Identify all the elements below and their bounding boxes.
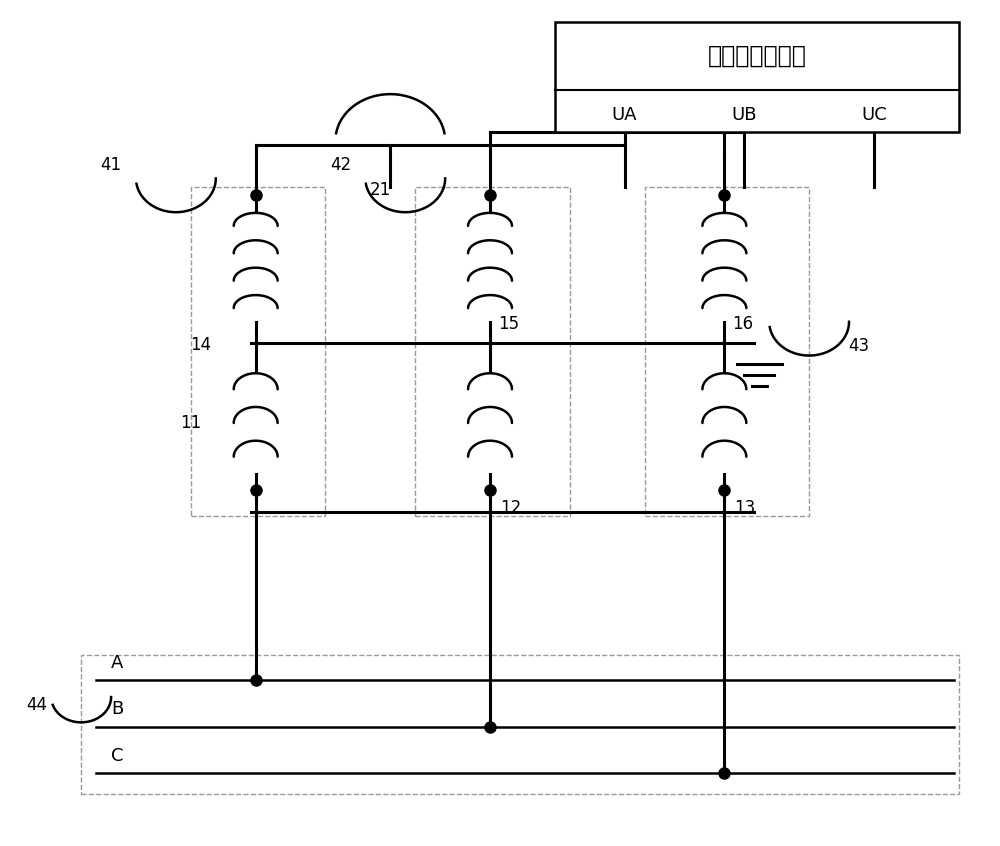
- Text: UA: UA: [612, 107, 637, 124]
- Bar: [645, 187, 809, 516]
- Text: 13: 13: [734, 499, 756, 517]
- Text: 15: 15: [498, 315, 519, 332]
- Bar: [555, 23, 959, 132]
- Text: C: C: [111, 746, 124, 765]
- Text: 44: 44: [26, 695, 47, 714]
- Bar: [415, 187, 570, 516]
- Text: 21: 21: [370, 181, 391, 200]
- Text: 41: 41: [101, 156, 122, 174]
- Bar: [81, 655, 959, 794]
- Text: A: A: [111, 654, 123, 672]
- Text: 14: 14: [190, 336, 211, 354]
- Text: B: B: [111, 700, 123, 718]
- Text: 12: 12: [500, 499, 521, 517]
- Text: 43: 43: [848, 338, 870, 355]
- Text: 11: 11: [180, 414, 201, 432]
- Text: UB: UB: [732, 107, 757, 124]
- Text: 42: 42: [330, 156, 351, 174]
- Text: 三相三线电能表: 三相三线电能表: [707, 44, 806, 69]
- Bar: [191, 187, 325, 516]
- Text: 16: 16: [732, 315, 753, 332]
- Text: UC: UC: [861, 107, 887, 124]
